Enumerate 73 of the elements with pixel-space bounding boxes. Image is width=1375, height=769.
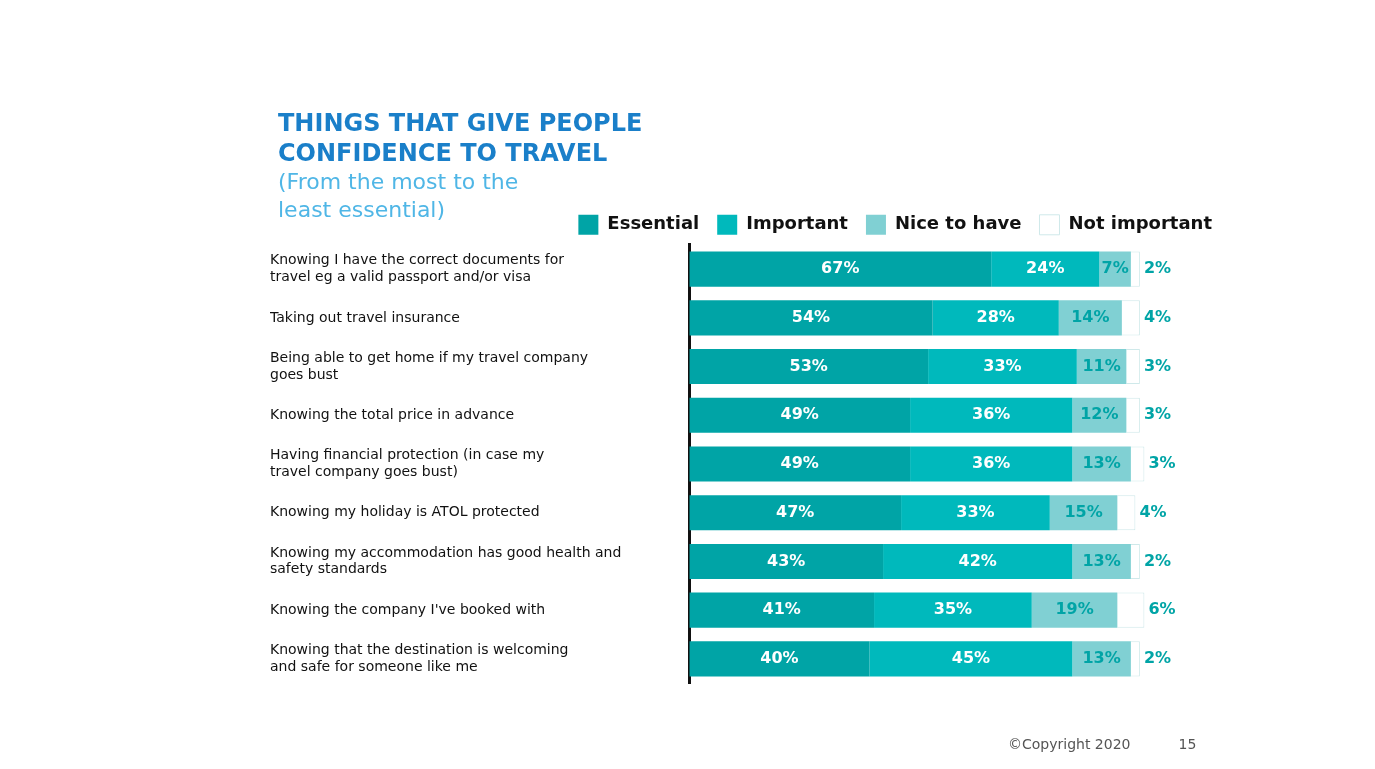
legend-label: Nice to have — [894, 212, 1022, 234]
data-label: 35% — [933, 599, 973, 619]
bar — [689, 592, 875, 628]
bar — [689, 397, 911, 433]
data-label: 19% — [1055, 599, 1094, 619]
data-label: 53% — [789, 355, 828, 375]
bar — [1072, 446, 1131, 482]
data-label: 4% — [1143, 307, 1172, 327]
y-tick-label: Having financial protection (in case my travel company goes bust) — [270, 446, 545, 480]
bar — [689, 349, 929, 385]
data-label: 47% — [776, 501, 815, 521]
bar — [689, 300, 933, 336]
data-label: 14% — [1071, 307, 1110, 327]
data-label: 3% — [1143, 355, 1172, 375]
data-label: 2% — [1143, 648, 1172, 667]
text: (From the most to the least essential) — [278, 168, 520, 224]
data-label: 3% — [1148, 453, 1176, 473]
data-label: 13% — [1082, 648, 1121, 667]
y-tick-label: Knowing the total price in advance — [270, 405, 515, 422]
data-label: 41% — [762, 599, 801, 619]
data-label: 28% — [976, 307, 1015, 327]
data-label: 49% — [780, 453, 819, 473]
data-label: 15% — [1064, 501, 1103, 521]
data-label: 43% — [767, 550, 806, 570]
bar — [689, 251, 992, 287]
bar — [932, 300, 1059, 336]
data-label: 12% — [1080, 404, 1119, 424]
data-label: 36% — [972, 404, 1011, 424]
data-label: 54% — [791, 307, 831, 327]
data-label: 49% — [780, 404, 819, 424]
data-label: 36% — [972, 453, 1011, 473]
y-tick-label: Knowing my holiday is ATOL protected — [270, 503, 540, 520]
bar — [991, 251, 1100, 287]
bar — [689, 446, 911, 482]
bar — [910, 446, 1073, 482]
data-label: 2% — [1143, 550, 1172, 570]
data-label: 33% — [956, 501, 995, 521]
legend-label: Not important — [1068, 212, 1213, 234]
y-tick-label: Knowing that the destination is welcoming and safe for someone like me — [270, 641, 569, 674]
data-label: 4% — [1139, 501, 1167, 521]
legend-label: Essential — [607, 212, 700, 234]
y-tick-label: Taking out travel insurance — [269, 308, 460, 325]
data-label: 2% — [1143, 258, 1172, 278]
bar — [928, 349, 1077, 385]
text: THINGS THAT GIVE PEOPLE CONFIDENCE TO TRAVEL — [278, 108, 644, 168]
bar — [1031, 592, 1118, 628]
data-label: 6% — [1148, 599, 1176, 619]
bar — [910, 397, 1073, 433]
data-label: 40% — [760, 648, 799, 667]
data-label: 42% — [958, 550, 997, 570]
data-label: 45% — [951, 648, 991, 667]
bar — [689, 543, 884, 579]
bar — [901, 495, 1050, 531]
data-label: 33% — [983, 355, 1022, 375]
y-tick-label: Knowing I have the correct documents for travel eg a valid passport and/or visa — [270, 251, 565, 285]
data-label: 11% — [1082, 355, 1121, 375]
data-label: 3% — [1143, 404, 1172, 424]
y-tick-label: Knowing my accommodation has good health and safety standards — [270, 543, 622, 577]
y-tick-label: Being able to get home if my travel company goes bust — [270, 348, 589, 382]
legend-label: Important — [746, 212, 849, 234]
bar — [883, 543, 1073, 579]
text: ©Copyright 2020 — [1008, 736, 1131, 752]
y-tick-label: Knowing the company I've booked with — [270, 600, 546, 617]
data-label: 67% — [821, 258, 860, 278]
bar — [689, 495, 902, 531]
data-label: 13% — [1082, 550, 1121, 570]
bar — [689, 641, 870, 677]
text: 15 — [1178, 736, 1197, 752]
data-label: 13% — [1082, 453, 1121, 473]
bar — [874, 592, 1032, 628]
bar — [869, 641, 1073, 677]
data-label: 7% — [1101, 258, 1129, 278]
data-label: 24% — [1026, 258, 1065, 278]
